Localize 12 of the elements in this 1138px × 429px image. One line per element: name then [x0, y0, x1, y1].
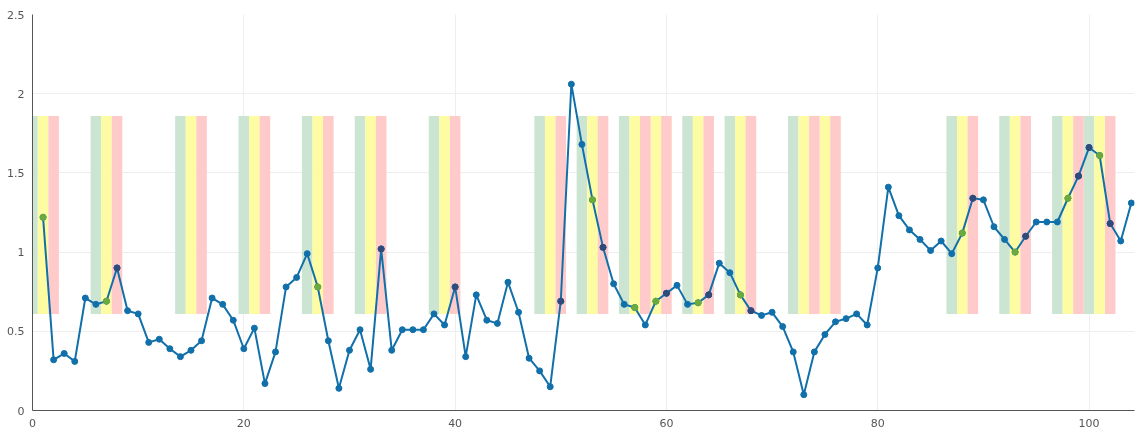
- x-tick-label: 100: [1078, 416, 1100, 429]
- y-tick-label: 1: [17, 246, 25, 260]
- x-tick-label: 20: [236, 416, 251, 429]
- y-tick-label: 2.5: [7, 8, 25, 22]
- y-tick-label: 2: [17, 87, 25, 101]
- x-tick-label: 60: [659, 416, 674, 429]
- x-tick-label: 80: [870, 416, 885, 429]
- x-tick-label: 40: [448, 416, 463, 429]
- y-tick-label: 1.5: [7, 166, 25, 180]
- x-tick-label: 0: [29, 416, 36, 429]
- y-tick-label: 0.5: [7, 325, 25, 339]
- y-tick-label: 0: [17, 404, 25, 418]
